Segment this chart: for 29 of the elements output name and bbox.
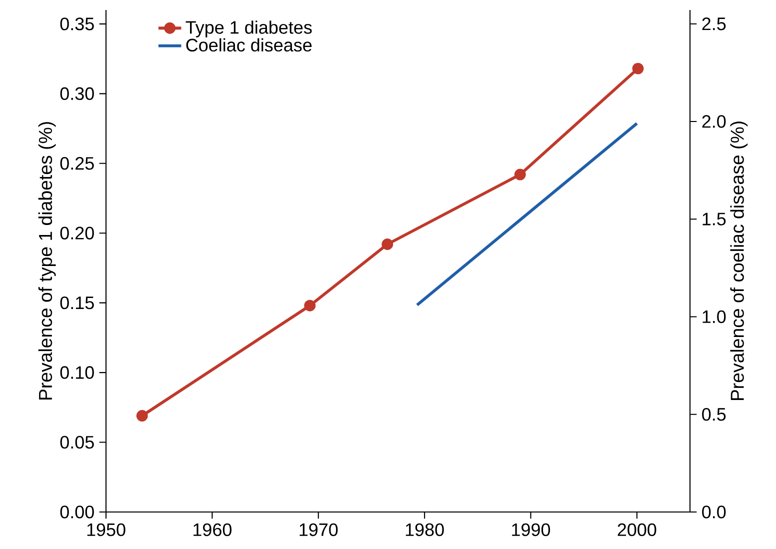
x-tick-label: 1960 [194, 523, 232, 536]
point [304, 300, 316, 312]
y2-tick-label: 1.0 [702, 310, 726, 324]
point [514, 168, 526, 180]
y2-tick-label: 0.5 [702, 408, 726, 421]
y2-tick-label: 1.5 [702, 212, 726, 226]
y2-axis-title: Prevalence of coeliac disease (%) [730, 122, 748, 400]
legend-label: Coeliac disease [186, 38, 312, 52]
x-tick-label: 1990 [512, 523, 550, 536]
y-tick-label: 0.00 [60, 506, 94, 518]
y-tick-label: 0.05 [60, 436, 94, 449]
x-tick-label: 1950 [87, 523, 126, 536]
x-tick-label: 1980 [406, 523, 444, 536]
y-tick-label: 0.20 [60, 226, 94, 240]
point [136, 410, 148, 422]
y2-tick-label: 0.0 [702, 506, 726, 518]
y2-tick-label: 2.0 [702, 115, 726, 128]
y2-tick-label: 2.5 [702, 17, 726, 30]
point [632, 62, 644, 74]
y-tick-label: 0.25 [60, 157, 94, 170]
x-tick-label: 1970 [300, 523, 338, 536]
x-tick-label: 2000 [618, 523, 656, 536]
y-tick-label: 0.15 [60, 296, 94, 310]
y-tick-label: 0.30 [60, 87, 94, 100]
y-tick-label: 0.10 [60, 366, 94, 379]
y-tick-label: 0.35 [60, 18, 94, 30]
legend-label: Type 1 diabetes [186, 20, 312, 38]
point [382, 238, 394, 250]
y-axis-title: Prevalence of type 1 diabetes (%) [38, 122, 56, 400]
